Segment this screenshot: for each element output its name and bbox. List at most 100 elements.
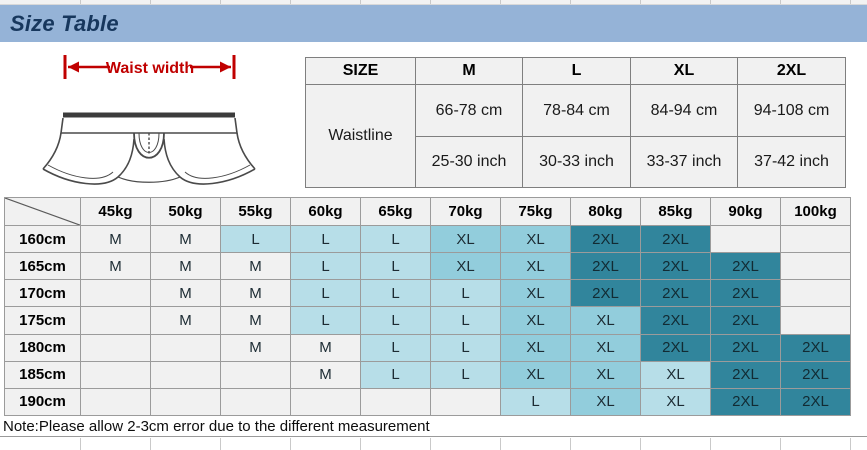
page-title: Size Table [10,10,119,36]
height-header-180cm: 180cm [4,333,81,362]
gridline-tick [640,0,641,4]
height-header-165cm: 165cm [4,252,81,281]
size-chart-header-m: M [415,57,523,85]
size-cell [80,360,151,389]
briefs-outline [42,112,256,185]
matrix-row-170cm: 170cm M M L L L XL 2XL 2XL 2XL [4,279,851,308]
gridline-tick [220,438,221,450]
gridline-tick [430,0,431,4]
gridline-tick [710,438,711,450]
matrix-row-190cm: 190cm L XL XL 2XL 2XL [4,387,851,417]
gridline-tick [640,438,641,450]
size-cell [220,387,291,417]
gridline-tick [150,0,151,4]
size-cell: M [220,279,291,308]
size-cell: 2XL [710,279,781,308]
size-cell: 2XL [570,279,641,308]
weight-header-55kg: 55kg [220,196,291,227]
title-band: Size Table [0,5,867,42]
gridline-tick [570,0,571,4]
size-cell [220,360,291,389]
size-chart-header-2xl: 2XL [737,57,846,85]
gridline-tick [850,438,851,450]
size-chart: SIZE M L XL 2XL Waistline 66-78 cm 78-84 cm 84-9… [305,57,846,188]
size-cell: 2XL [710,387,781,417]
size-cell: M [290,360,361,389]
weight-header-80kg: 80kg [570,196,641,227]
gridline-tick [850,0,851,4]
top-gridline-strip [0,0,867,5]
size-cell: L [290,252,361,281]
size-cell [780,252,851,281]
weight-header-90kg: 90kg [710,196,781,227]
bottom-gridline-strip [0,438,867,450]
weight-header-65kg: 65kg [360,196,431,227]
size-cell: 2XL [780,387,851,417]
size-cell: 2XL [640,333,711,362]
size-cell: L [290,306,361,335]
waistline-inch-cell: 25-30 inch [415,136,523,188]
size-cell: XL [500,225,571,254]
height-header-185cm: 185cm [4,360,81,389]
size-cell: L [360,279,431,308]
size-cell [80,279,151,308]
size-cell: 2XL [640,252,711,281]
size-cell: L [220,225,291,254]
size-cell: 2XL [640,306,711,335]
size-cell: M [220,306,291,335]
matrix-row-165cm: 165cm M M M L L XL XL 2XL 2XL 2XL [4,252,851,281]
size-cell [80,333,151,362]
size-cell [430,387,501,417]
size-cell: XL [570,360,641,389]
size-cell [780,306,851,335]
weight-header-100kg: 100kg [780,196,851,227]
size-cell: L [430,279,501,308]
size-cell: L [360,225,431,254]
waistline-inch-cell: 30-33 inch [522,136,631,188]
size-cell: M [290,333,361,362]
size-cell [710,225,781,254]
weight-header-85kg: 85kg [640,196,711,227]
size-cell: M [150,225,221,254]
note-text: Note:Please allow 2-3cm error due to the… [3,417,430,435]
weight-header-75kg: 75kg [500,196,571,227]
matrix-body: 45kg 50kg 55kg 60kg 65kg 70kg 75kg 80kg 85kg 90kg… [4,196,851,417]
size-cell: 2XL [570,225,641,254]
waistline-cm-cell: 94-108 cm [737,84,846,137]
size-cell: M [220,252,291,281]
weight-header-50kg: 50kg [150,196,221,227]
size-cell [780,225,851,254]
size-cell: L [430,306,501,335]
size-cell [150,387,221,417]
size-cell: L [360,252,431,281]
gridline-tick [500,0,501,4]
gridline-tick [80,0,81,4]
size-cell: 2XL [710,360,781,389]
size-cell: M [80,252,151,281]
gridline-tick [290,0,291,4]
briefs-illustration: Waist width [38,48,300,198]
note-row: Note:Please allow 2-3cm error due to the… [0,416,867,437]
size-cell [150,360,221,389]
gridline-tick [570,438,571,450]
size-chart-header-l: L [522,57,631,85]
size-cell [290,387,361,417]
size-cell: XL [570,306,641,335]
gridline-tick [290,438,291,450]
waistline-cm-cell: 78-84 cm [522,84,631,137]
height-header-175cm: 175cm [4,306,81,335]
size-cell: 2XL [710,252,781,281]
gridline-tick [150,438,151,450]
height-header-160cm: 160cm [4,225,81,254]
size-cell: L [290,279,361,308]
size-cell: M [220,333,291,362]
waistline-label: Waistline [305,84,416,188]
weight-header-70kg: 70kg [430,196,501,227]
size-cell: 2XL [780,360,851,389]
size-cell: XL [640,360,711,389]
size-chart-body: SIZE M L XL 2XL Waistline 66-78 cm 78-84 cm 84-9… [305,57,846,188]
size-cell: XL [500,306,571,335]
size-cell: M [80,225,151,254]
gridline-tick [780,438,781,450]
size-cell: L [360,333,431,362]
